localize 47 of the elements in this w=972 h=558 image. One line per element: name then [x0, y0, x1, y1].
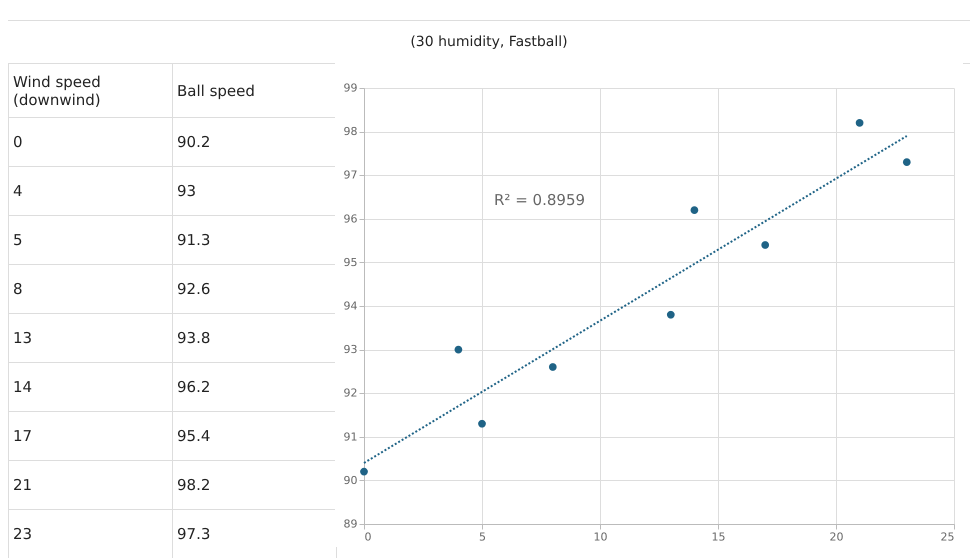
text: 92.6 [172, 264, 336, 314]
y-tick-label: 91 [344, 430, 358, 444]
text: 4 [8, 166, 172, 216]
x-tick-label: 5 [479, 530, 486, 544]
point [666, 310, 675, 319]
y-tick-label: 96 [344, 212, 358, 226]
text: Wind speed (downwind) [8, 64, 172, 118]
point [856, 119, 864, 127]
point [902, 158, 911, 166]
x-tick-label: 0 [364, 530, 372, 544]
chart-title: (30 humidity, Fastball) [8, 20, 970, 64]
text: Ball speed [172, 64, 336, 118]
point [454, 346, 462, 354]
annotation: R² = 0.8959 [494, 191, 586, 209]
y-tick-label: 97 [344, 168, 358, 182]
text: 21 [8, 460, 172, 510]
point [761, 241, 770, 249]
x-tick-label: 15 [712, 530, 726, 544]
x-tick-label: 10 [594, 530, 608, 544]
text: 8 [8, 264, 172, 314]
text: 95.4 [172, 412, 336, 460]
y-tick-label: 98 [344, 125, 358, 138]
text: 90.2 [172, 118, 336, 166]
y-tick-label: 92 [344, 386, 358, 400]
x-tick-label: 25 [940, 530, 954, 544]
text: 93.8 [172, 314, 336, 362]
text: 17 [8, 412, 172, 460]
x-tick-label: 20 [830, 530, 844, 544]
text: 0 [8, 118, 172, 166]
point [690, 206, 698, 214]
text: 98.2 [172, 460, 336, 510]
point [478, 420, 486, 428]
text: 91.3 [172, 216, 336, 264]
point [360, 468, 368, 476]
text: 5 [8, 216, 172, 264]
y-tick-label: 94 [344, 300, 358, 312]
y-tick-label: 95 [344, 256, 358, 269]
text: 14 [8, 362, 172, 412]
y-tick-label: 99 [344, 82, 358, 94]
y-tick-label: 89 [344, 518, 358, 530]
text: 96.2 [172, 362, 336, 412]
text: 23 [8, 510, 172, 558]
text: 97.3 [172, 510, 336, 558]
y-tick-label: 93 [344, 343, 358, 356]
y-tick-label: 90 [344, 474, 358, 487]
point [548, 363, 557, 371]
text: 13 [8, 314, 172, 362]
